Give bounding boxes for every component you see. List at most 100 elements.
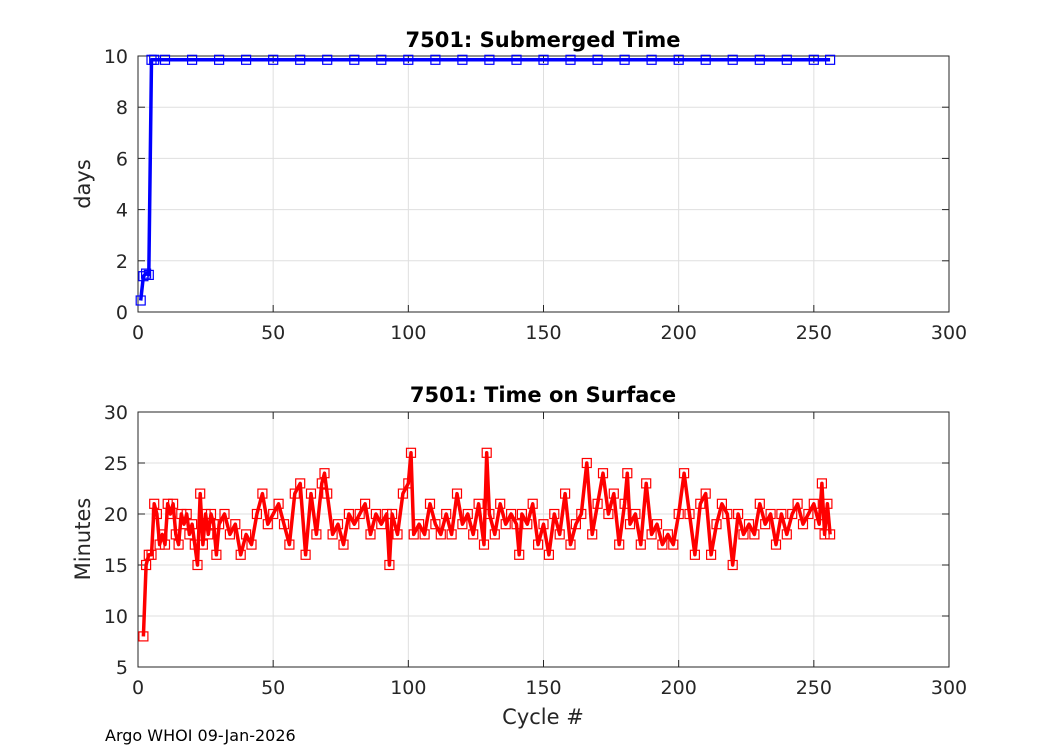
data-point: [403, 478, 414, 489]
data-point: [214, 54, 225, 65]
data-point: [184, 529, 195, 540]
data-point: [646, 529, 657, 540]
x-tick-label: 50: [261, 322, 285, 344]
data-point: [527, 498, 538, 509]
x-tick-label: 250: [796, 677, 832, 699]
data-point: [500, 519, 511, 530]
data-point: [532, 539, 544, 550]
data-point: [554, 529, 565, 540]
data-point: [354, 508, 365, 520]
data-point: [278, 519, 290, 530]
data-point: [141, 559, 152, 571]
y-tick-label: 10: [104, 606, 128, 628]
data-point: [322, 488, 333, 499]
data-point: [241, 529, 252, 540]
data-point: [514, 549, 525, 560]
data-point: [662, 529, 674, 540]
data-point: [484, 54, 495, 65]
data-point: [549, 508, 560, 520]
data-point: [157, 529, 168, 540]
x-tick-label: 0: [132, 677, 144, 699]
data-point: [170, 529, 181, 540]
y-tick-label: 10: [104, 46, 128, 68]
data-point: [187, 519, 198, 530]
data-point: [441, 508, 452, 520]
data-point: [695, 498, 706, 509]
data-point: [405, 447, 417, 458]
data-point: [803, 508, 814, 520]
submerged-time-markers: [135, 54, 836, 306]
data-point: [338, 539, 349, 550]
data-point: [797, 519, 809, 530]
x-tick-label: 100: [390, 677, 426, 699]
data-point: [370, 508, 381, 520]
data-point: [603, 508, 614, 520]
data-point: [365, 529, 376, 540]
data-point: [765, 508, 776, 520]
data-point: [211, 549, 222, 560]
data-point: [635, 539, 646, 550]
data-point: [538, 519, 549, 530]
data-point: [300, 549, 311, 560]
y-tick-label: 15: [104, 555, 128, 577]
x-tick-label: 100: [390, 322, 426, 344]
data-point: [403, 54, 414, 65]
data-point: [808, 54, 819, 65]
submerged-time-ylabel: days: [71, 159, 95, 209]
data-point: [727, 559, 738, 571]
data-point: [657, 539, 668, 550]
data-point: [408, 529, 419, 540]
data-point: [754, 54, 765, 65]
data-point: [230, 519, 241, 530]
data-point: [268, 508, 279, 520]
data-point: [576, 508, 587, 520]
data-point: [597, 468, 609, 479]
time-on-surface-xlabel: Cycle #: [502, 705, 584, 729]
data-point: [641, 478, 652, 489]
y-tick-label: 30: [104, 402, 128, 424]
data-point: [462, 508, 473, 520]
data-point: [257, 488, 268, 499]
data-point: [349, 519, 360, 530]
data-point: [295, 54, 306, 65]
data-point: [468, 529, 479, 540]
x-tick-label: 50: [261, 677, 285, 699]
data-point: [414, 519, 425, 530]
data-point: [592, 54, 603, 65]
data-point: [381, 508, 392, 520]
data-point: [262, 519, 273, 530]
data-point: [808, 498, 819, 509]
x-tick-label: 150: [525, 322, 561, 344]
data-point: [197, 539, 208, 550]
data-point: [384, 559, 395, 571]
data-point: [673, 508, 684, 520]
time-on-surface-ylabel: Minutes: [71, 498, 95, 581]
data-point: [484, 508, 495, 520]
data-point: [570, 519, 582, 530]
data-point: [343, 508, 354, 520]
data-point: [787, 508, 798, 520]
data-point: [322, 54, 333, 65]
data-point: [149, 498, 160, 509]
data-point: [149, 54, 160, 65]
data-point: [251, 508, 262, 520]
data-point: [181, 508, 192, 520]
data-point: [387, 508, 398, 520]
data-point: [289, 488, 300, 499]
data-point: [684, 508, 695, 520]
data-point: [159, 539, 171, 550]
y-tick-label: 5: [116, 657, 128, 679]
data-point: [781, 529, 792, 540]
x-tick-label: 0: [132, 322, 144, 344]
data-point: [457, 519, 468, 530]
time-on-surface-markers: [138, 447, 836, 642]
data-point: [792, 498, 803, 509]
data-point: [824, 54, 836, 65]
data-point: [738, 529, 749, 540]
data-point: [668, 539, 679, 550]
data-point: [235, 549, 246, 560]
data-point: [673, 54, 684, 65]
data-point: [435, 529, 446, 540]
data-point: [565, 539, 576, 550]
data-point: [511, 519, 522, 530]
